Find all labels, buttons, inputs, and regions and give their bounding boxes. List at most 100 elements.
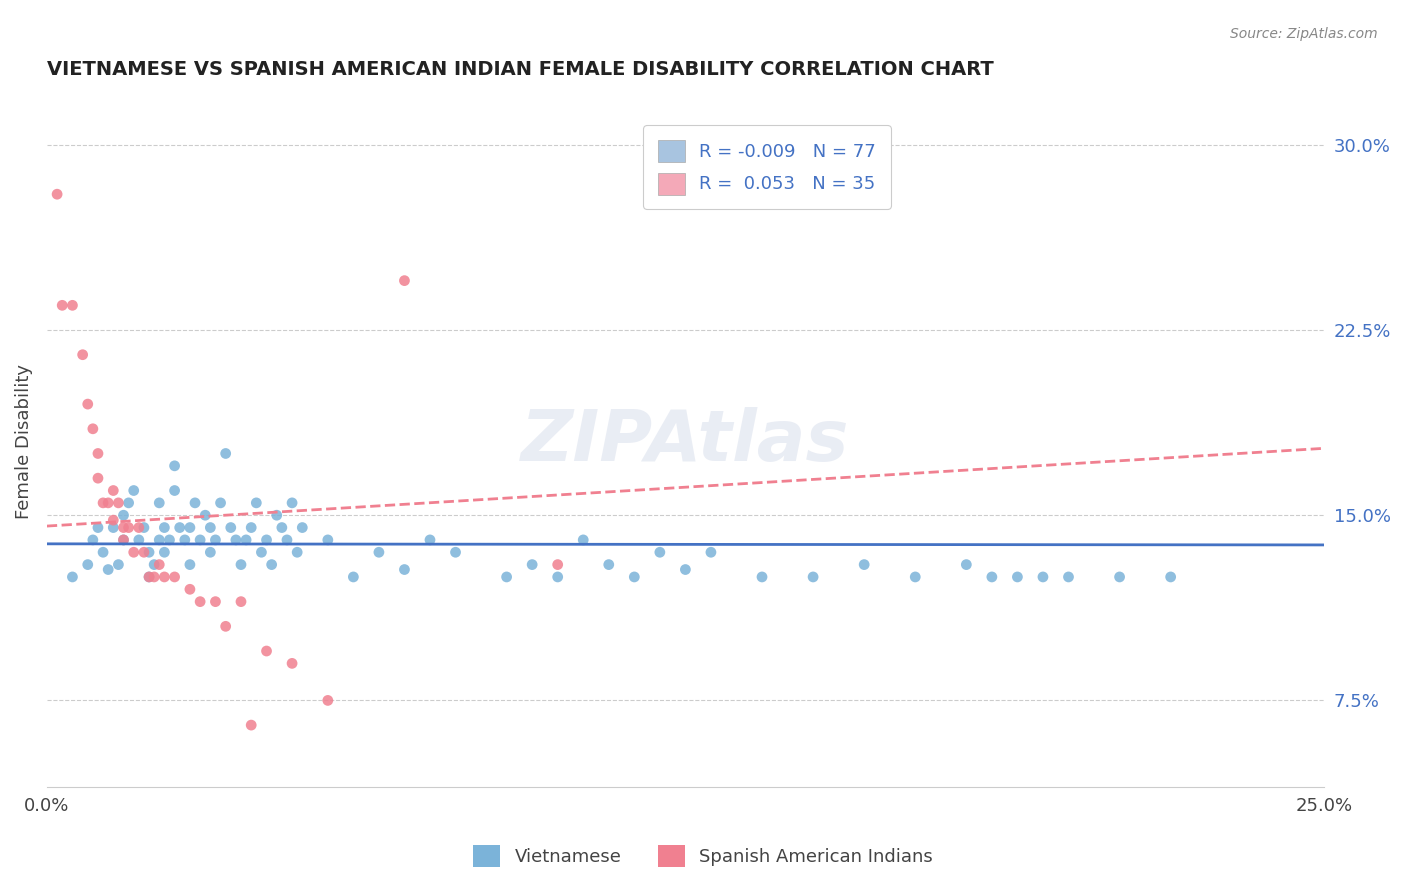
Point [256,644,278,658]
Point [495,570,517,584]
Point [122,545,145,559]
Point [256,533,278,547]
Point [163,458,186,473]
Text: ZIPAtlas: ZIPAtlas [522,407,849,475]
Point [46,187,69,202]
Point [281,496,304,510]
Point [204,594,226,608]
Point [138,545,160,559]
Point [547,558,569,572]
Legend: Vietnamese, Spanish American Indians: Vietnamese, Spanish American Indians [465,838,941,874]
Point [148,496,170,510]
Point [240,718,263,732]
Point [112,520,135,534]
Point [316,693,339,707]
Point [266,508,288,523]
Point [72,348,94,362]
Point [76,397,98,411]
Point [200,545,222,559]
Point [128,520,150,534]
Point [62,570,84,584]
Point [153,570,176,584]
Point [572,533,595,547]
Point [169,520,191,534]
Point [394,562,416,576]
Point [316,533,339,547]
Point [801,570,824,584]
Point [240,520,263,534]
Point [117,520,139,534]
Text: Source: ZipAtlas.com: Source: ZipAtlas.com [1230,27,1378,41]
Point [132,545,155,559]
Point [97,496,120,510]
Y-axis label: Female Disability: Female Disability [15,364,32,518]
Point [159,533,181,547]
Point [281,657,304,671]
Point [200,520,222,534]
Point [87,446,110,460]
Point [163,483,186,498]
Point [138,570,160,584]
Point [235,533,257,547]
Point [204,533,226,547]
Point [276,533,298,547]
Point [520,558,543,572]
Point [122,483,145,498]
Point [285,545,308,559]
Point [250,545,273,559]
Point [751,570,773,584]
Point [62,298,84,312]
Point [623,570,645,584]
Point [215,446,238,460]
Point [245,496,267,510]
Point [107,496,129,510]
Point [51,298,73,312]
Point [138,570,160,584]
Point [342,570,364,584]
Point [143,558,166,572]
Point [117,496,139,510]
Point [219,520,242,534]
Point [700,545,723,559]
Point [188,533,211,547]
Point [173,533,195,547]
Point [1108,570,1130,584]
Point [179,558,201,572]
Point [184,496,207,510]
Point [148,558,170,572]
Point [1007,570,1029,584]
Point [194,508,217,523]
Point [132,520,155,534]
Point [143,570,166,584]
Point [229,594,252,608]
Point [103,513,125,527]
Point [444,545,467,559]
Point [367,545,389,559]
Point [128,533,150,547]
Point [1032,570,1054,584]
Point [673,562,696,576]
Point [598,558,620,572]
Point [148,533,170,547]
Point [904,570,927,584]
Point [97,562,120,576]
Text: VIETNAMESE VS SPANISH AMERICAN INDIAN FEMALE DISABILITY CORRELATION CHART: VIETNAMESE VS SPANISH AMERICAN INDIAN FE… [46,60,994,78]
Point [853,558,876,572]
Point [394,274,416,288]
Point [270,520,292,534]
Point [91,496,114,510]
Point [225,533,247,547]
Point [179,582,201,597]
Point [1057,570,1080,584]
Point [112,508,135,523]
Point [87,471,110,485]
Point [163,570,186,584]
Point [91,545,114,559]
Point [419,533,441,547]
Point [153,520,176,534]
Point [103,520,125,534]
Point [955,558,977,572]
Point [648,545,671,559]
Point [547,570,569,584]
Point [179,520,201,534]
